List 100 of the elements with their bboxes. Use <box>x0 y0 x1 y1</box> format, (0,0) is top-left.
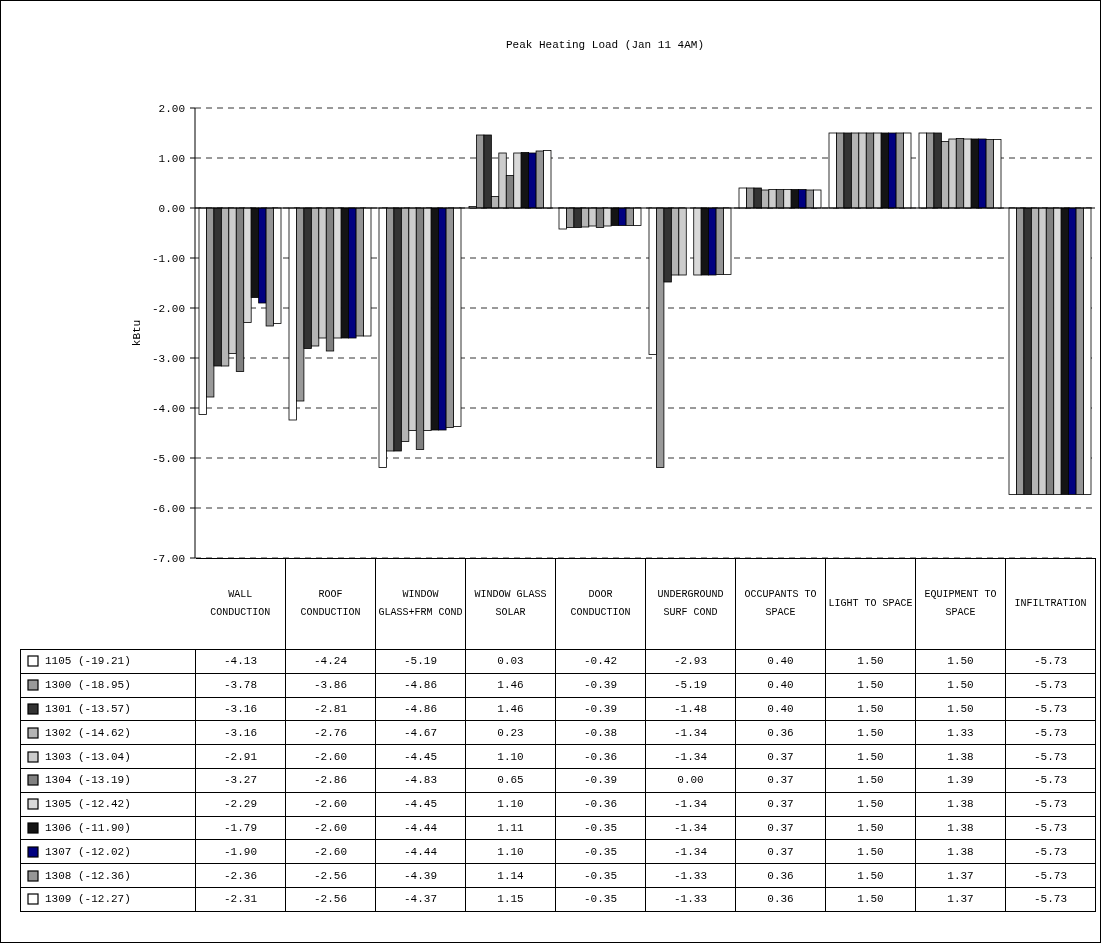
data-label: -1.34 <box>645 839 736 864</box>
legend-label: 1300 (-18.95) <box>45 679 131 692</box>
data-label: 1.10 <box>465 839 556 864</box>
data-label: -2.91 <box>195 744 286 769</box>
data-label: -3.27 <box>195 768 286 793</box>
x-tick-label: WINDOW GLASS SOLAR <box>465 558 556 650</box>
legend-label: 1305 (-12.42) <box>45 798 131 811</box>
data-label: -3.16 <box>195 697 286 721</box>
y-tick-label: -3.00 <box>151 352 185 365</box>
data-label: 1.38 <box>915 816 1006 840</box>
data-label: 1.50 <box>915 649 1006 674</box>
x-tick-label: ROOF CONDUCTION <box>285 558 376 650</box>
x-tick-label: LIGHT TO SPACE <box>825 558 916 650</box>
data-label: 0.36 <box>735 887 826 912</box>
data-label: 1.10 <box>465 792 556 817</box>
data-label: -2.29 <box>195 792 286 817</box>
data-label: 1.50 <box>825 816 916 840</box>
x-tick-label: WALL CONDUCTION <box>195 558 286 650</box>
legend-label: 1303 (-13.04) <box>45 750 131 763</box>
x-tick-label: WINDOW GLASS+FRM COND <box>375 558 466 650</box>
data-label: -0.38 <box>555 720 646 745</box>
data-label: 1.50 <box>825 792 916 817</box>
data-label: -5.73 <box>1005 863 1096 888</box>
y-tick-label: -2.00 <box>151 302 185 315</box>
y-tick-label: -7.00 <box>151 552 185 565</box>
data-label: -5.19 <box>645 673 736 698</box>
data-label: -2.76 <box>285 720 376 745</box>
data-label: -5.73 <box>1005 792 1096 817</box>
data-label: 0.40 <box>735 697 826 721</box>
data-label: 1.50 <box>915 673 1006 698</box>
data-label: -2.36 <box>195 863 286 888</box>
data-label: -1.48 <box>645 697 736 721</box>
data-label: -2.60 <box>285 839 376 864</box>
data-label: -1.33 <box>645 887 736 912</box>
data-label: -2.31 <box>195 887 286 912</box>
legend-label: 1105 (-19.21) <box>45 655 131 668</box>
data-label: -5.73 <box>1005 768 1096 793</box>
data-label: -2.93 <box>645 649 736 674</box>
x-tick-label: EQUIPMENT TO SPACE <box>915 558 1006 650</box>
data-label: 1.50 <box>915 697 1006 721</box>
data-label: 1.39 <box>915 768 1006 793</box>
data-label: 0.37 <box>735 816 826 840</box>
data-label: -5.73 <box>1005 697 1096 721</box>
data-label: 1.37 <box>915 863 1006 888</box>
data-label: -5.73 <box>1005 887 1096 912</box>
data-label: -4.44 <box>375 839 466 864</box>
data-label: -0.35 <box>555 863 646 888</box>
data-label: -0.42 <box>555 649 646 674</box>
data-label: -0.36 <box>555 744 646 769</box>
data-label: 1.38 <box>915 792 1006 817</box>
y-tick-label: 2.00 <box>158 102 185 115</box>
data-label: 1.15 <box>465 887 556 912</box>
data-label: 1.50 <box>825 768 916 793</box>
data-label: -5.73 <box>1005 816 1096 840</box>
data-label: -5.73 <box>1005 744 1096 769</box>
data-label: 1.37 <box>915 887 1006 912</box>
y-tick-label: 0.00 <box>158 202 185 215</box>
data-label: 0.36 <box>735 863 826 888</box>
data-label: 1.50 <box>825 649 916 674</box>
data-label: -2.60 <box>285 744 376 769</box>
data-label: -1.33 <box>645 863 736 888</box>
legend-label: 1302 (-14.62) <box>45 726 131 739</box>
data-label: -2.81 <box>285 697 376 721</box>
data-label: -4.37 <box>375 887 466 912</box>
legend-label: 1304 (-13.19) <box>45 774 131 787</box>
data-label: -3.78 <box>195 673 286 698</box>
data-label: 1.50 <box>825 673 916 698</box>
data-label: -0.36 <box>555 792 646 817</box>
data-label: 1.38 <box>915 839 1006 864</box>
data-label: -2.86 <box>285 768 376 793</box>
data-label: -1.34 <box>645 720 736 745</box>
data-label: -4.67 <box>375 720 466 745</box>
data-label: -5.19 <box>375 649 466 674</box>
data-label: -1.79 <box>195 816 286 840</box>
data-label: 0.65 <box>465 768 556 793</box>
data-label: -2.60 <box>285 792 376 817</box>
data-label: -5.73 <box>1005 673 1096 698</box>
data-label: 0.03 <box>465 649 556 674</box>
data-label: 0.36 <box>735 720 826 745</box>
data-label: 1.38 <box>915 744 1006 769</box>
data-label: -0.39 <box>555 768 646 793</box>
data-label: 1.50 <box>825 720 916 745</box>
x-tick-label: INFILTRATION <box>1005 558 1096 650</box>
data-label: -4.13 <box>195 649 286 674</box>
data-label: -4.83 <box>375 768 466 793</box>
data-label: -0.35 <box>555 816 646 840</box>
x-tick-label: UNDERGROUND SURF COND <box>645 558 736 650</box>
y-tick-label: -4.00 <box>151 402 185 415</box>
data-label: -4.24 <box>285 649 376 674</box>
data-label: 0.40 <box>735 649 826 674</box>
y-tick-label: 1.00 <box>158 152 185 165</box>
x-tick-label: OCCUPANTS TO SPACE <box>735 558 826 650</box>
data-label: 1.46 <box>465 673 556 698</box>
data-label: -0.35 <box>555 839 646 864</box>
data-label: 1.33 <box>915 720 1006 745</box>
data-label: -1.34 <box>645 744 736 769</box>
data-label: 1.50 <box>825 839 916 864</box>
data-label: -4.86 <box>375 673 466 698</box>
data-label: 1.50 <box>825 887 916 912</box>
data-label: -5.73 <box>1005 839 1096 864</box>
